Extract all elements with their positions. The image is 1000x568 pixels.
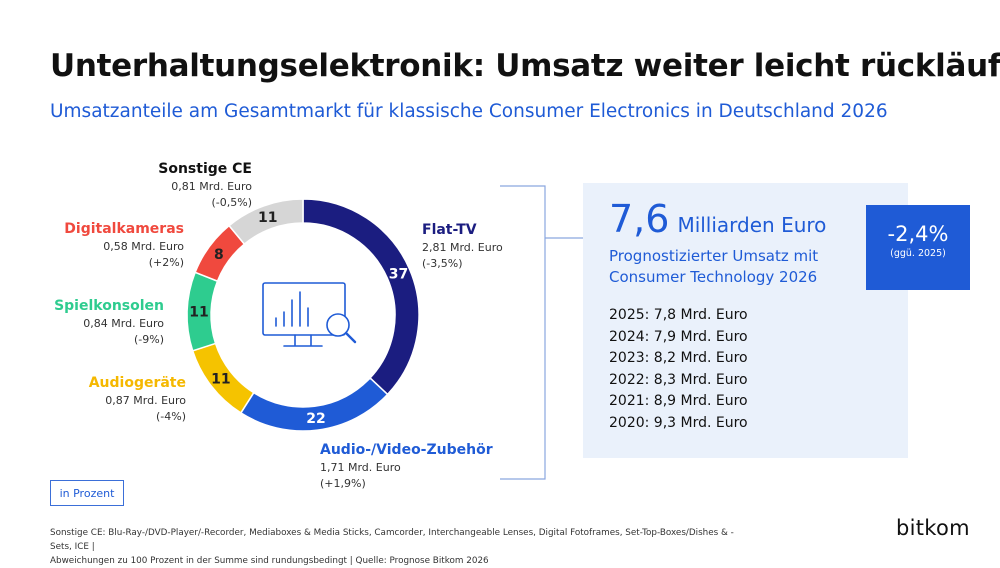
connector-bracket (500, 185, 583, 480)
change-digitalkameras: (+2%) (148, 256, 184, 269)
total-unit: Milliarden Euro (677, 213, 827, 237)
footnote-line: Abweichungen zu 100 Prozent in der Summe… (50, 556, 489, 566)
amount-audio-video-zubehoer: 1,71 Mrd. Euro (320, 461, 401, 474)
change-audiogeraete: (-4%) (155, 410, 186, 423)
donut-value-label-2: 11 (211, 372, 230, 388)
change-spielkonsolen: (-9%) (133, 333, 164, 346)
label-audiogeraete: Audiogeräte 0,87 Mrd. Euro (-4%) (60, 374, 186, 425)
amount-spielkonsolen: 0,84 Mrd. Euro (83, 317, 164, 330)
donut-value-label-1: 22 (306, 411, 325, 427)
history-item: 2023: 8,2 Mrd. Euro (609, 350, 748, 366)
donut-value-label-3: 11 (189, 305, 208, 321)
bitkom-logo: bitkom (896, 516, 970, 540)
history-item: 2024: 7,9 Mrd. Euro (609, 328, 748, 345)
change-badge-note: (ggü. 2025) (890, 248, 946, 259)
label-sonstige-ce: Sonstige CE 0,81 Mrd. Euro (-0,5%) (120, 160, 252, 211)
history-list: 2025: 7,8 Mrd. Euro 2024: 7,9 Mrd. Euro … (609, 305, 748, 434)
monitor-chart-search-icon (262, 282, 357, 347)
label-audio-video-zubehoer: Audio-/Video-Zubehör 1,71 Mrd. Euro (+1,… (320, 441, 510, 492)
total-description: Prognostizierter Umsatz mit Consumer Tec… (609, 247, 819, 286)
history-item: 2022: 8,3 Mrd. Euro (609, 371, 748, 388)
change-sonstige-ce: (-0,5%) (211, 196, 253, 209)
total-panel: 7,6 Milliarden Euro Prognostizierter Umsa… (583, 183, 908, 458)
footnote-line: Sonstige CE: Blu-Ray-/DVD-Player/-Record… (50, 528, 734, 552)
amount-flat-tv: 2,81 Mrd. Euro (422, 241, 503, 254)
change-badge-value: -2,4% (887, 222, 949, 246)
amount-digitalkameras: 0,58 Mrd. Euro (103, 240, 184, 253)
total-value-line: 7,6 Milliarden Euro (609, 197, 826, 241)
unit-label: in Prozent (50, 480, 124, 506)
label-digitalkameras: Digitalkameras 0,58 Mrd. Euro (+2%) (60, 220, 184, 271)
donut-value-label-4: 8 (214, 247, 224, 263)
label-spielkonsolen: Spielkonsolen 0,84 Mrd. Euro (-9%) (40, 297, 164, 348)
history-item: 2021: 8,9 Mrd. Euro (609, 393, 748, 409)
donut-value-label-0: 37 (389, 267, 408, 283)
total-value: 7,6 (609, 197, 670, 241)
footnote: Sonstige CE: Blu-Ray-/DVD-Player/-Record… (50, 526, 750, 568)
page-subtitle: Umsatzanteile am Gesamtmarkt für klassis… (50, 101, 888, 122)
donut-segment-5 (228, 198, 304, 246)
history-item: 2025: 7,8 Mrd. Euro (609, 307, 748, 323)
label-flat-tv: Flat-TV 2,81 Mrd. Euro (-3,5%) (422, 221, 532, 272)
donut-value-label-5: 11 (258, 210, 277, 226)
page-title: Unterhaltungselektronik: Umsatz weiter l… (50, 48, 1000, 84)
history-item: 2020: 9,3 Mrd. Euro (609, 414, 748, 431)
change-flat-tv: (-3,5%) (422, 257, 463, 270)
amount-sonstige-ce: 0,81 Mrd. Euro (171, 180, 252, 193)
amount-audiogeraete: 0,87 Mrd. Euro (105, 394, 186, 407)
change-audio-video-zubehoer: (+1,9%) (320, 477, 366, 490)
change-badge: -2,4% (ggü. 2025) (866, 205, 970, 290)
donut-segment-0 (302, 198, 420, 396)
